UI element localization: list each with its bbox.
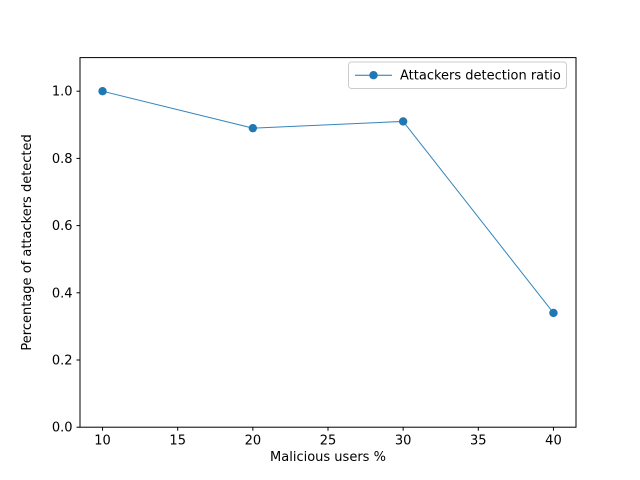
plot-dynamic: 10 15 20 25 30 35 40 0.0 0.2 0.4 0.6 0.8 1.0 [52, 85, 562, 449]
x-tick-label: 35 [470, 434, 487, 449]
x-tick-label: 20 [245, 434, 262, 449]
x-axis-label: Malicious users % [270, 450, 386, 465]
y-tick-label: 1.0 [52, 85, 73, 100]
x-tick-label: 40 [545, 434, 562, 449]
plot-frame [79, 57, 577, 428]
data-point [248, 123, 258, 133]
x-tick-label: 15 [169, 434, 186, 449]
legend-box [348, 61, 567, 89]
data-point [549, 308, 558, 318]
data-point [98, 87, 107, 96]
data-point [398, 117, 408, 126]
y-tick-label: 0.0 [52, 421, 73, 436]
legend-label: Attackers detection ratio [400, 69, 561, 84]
x-tick-label: 25 [320, 434, 337, 449]
y-tick-label: 0.2 [52, 354, 73, 369]
x-tick-label: 10 [94, 434, 111, 449]
y-axis-label: Percentage of attackers detected [20, 134, 35, 350]
y-tick-label: 0.4 [52, 286, 73, 301]
legend: Attackers detection ratio [348, 61, 567, 89]
legend-marker-icon [369, 71, 378, 80]
data-line [102, 90, 554, 314]
y-tick-label: 0.8 [52, 152, 73, 167]
x-tick-label: 30 [395, 434, 412, 449]
y-tick-label: 0.6 [52, 219, 73, 234]
